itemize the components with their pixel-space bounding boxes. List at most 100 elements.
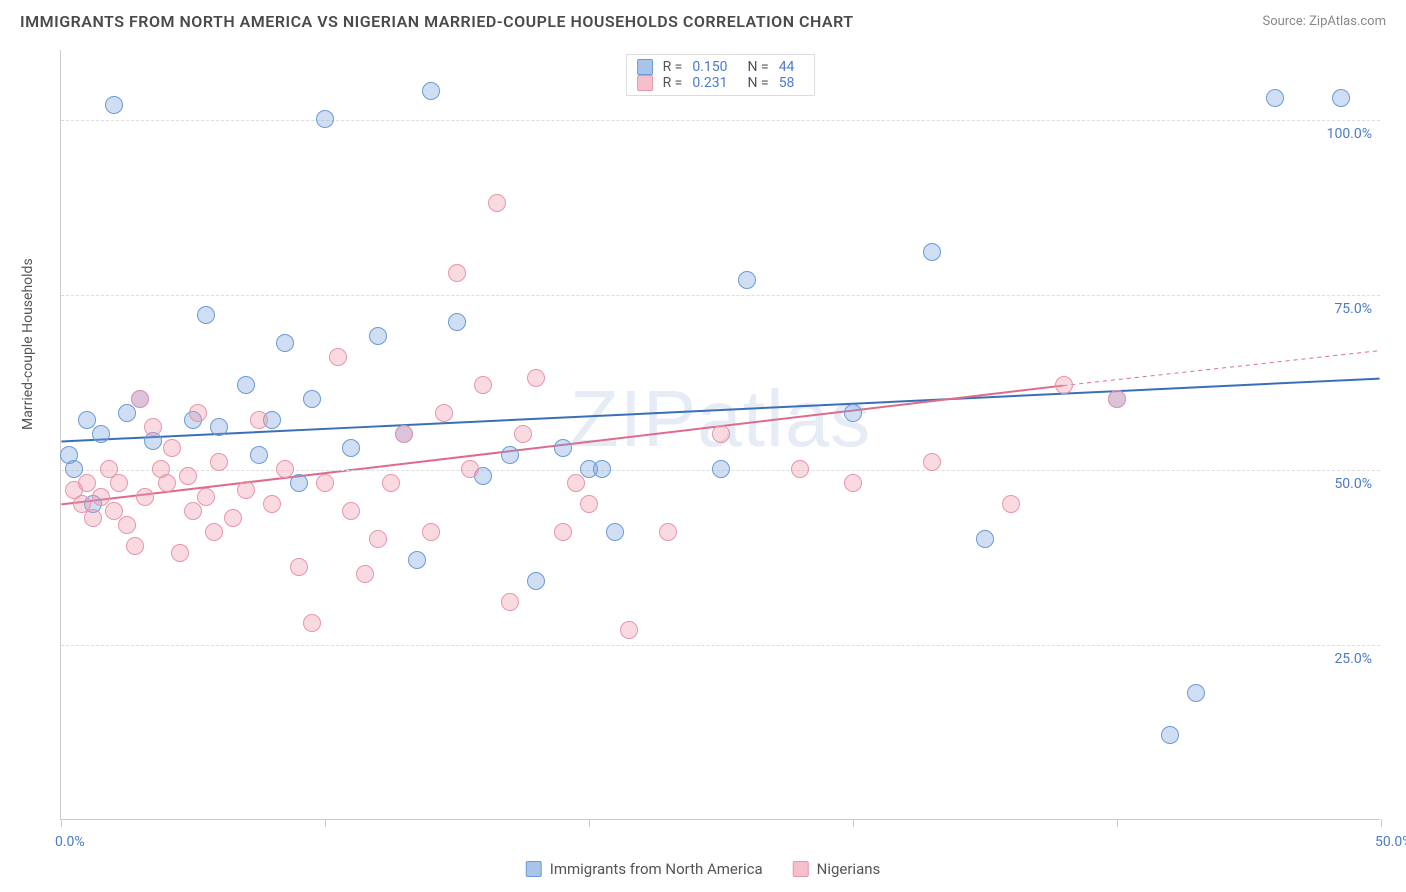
data-point — [1002, 495, 1020, 513]
data-point — [712, 425, 730, 443]
data-point — [210, 453, 228, 471]
data-point — [408, 551, 426, 569]
legend-row: R =0.150N =44 — [637, 59, 805, 75]
chart-title: IMMIGRANTS FROM NORTH AMERICA VS NIGERIA… — [20, 12, 854, 31]
data-point — [179, 467, 197, 485]
data-point — [84, 509, 102, 527]
data-point — [567, 474, 585, 492]
data-point — [395, 425, 413, 443]
gridline — [61, 645, 1380, 646]
data-point — [171, 544, 189, 562]
data-point — [316, 474, 334, 492]
stat-n-value: 58 — [779, 75, 795, 91]
data-point — [342, 439, 360, 457]
data-point — [342, 502, 360, 520]
data-point — [131, 390, 149, 408]
data-point — [527, 572, 545, 590]
data-point — [791, 460, 809, 478]
y-axis-label: Married-couple Households — [20, 258, 36, 430]
data-point — [369, 530, 387, 548]
legend-item: Immigrants from North America — [526, 860, 763, 878]
data-point — [136, 488, 154, 506]
data-point — [554, 523, 572, 541]
data-point — [501, 446, 519, 464]
data-point — [606, 523, 624, 541]
data-point — [1187, 684, 1205, 702]
data-point — [593, 460, 611, 478]
data-point — [303, 390, 321, 408]
x-tick — [1117, 819, 1118, 827]
scatter-chart: ZIPatlas R =0.150N =44R =0.231N =58 25.0… — [60, 50, 1380, 820]
data-point — [237, 376, 255, 394]
data-point — [329, 348, 347, 366]
y-tick-label: 75.0% — [1334, 301, 1372, 317]
swatch-icon — [637, 75, 653, 91]
data-point — [210, 418, 228, 436]
stat-n-value: 44 — [779, 59, 795, 75]
source-label: Source: ZipAtlas.com — [1262, 14, 1386, 29]
data-point — [316, 110, 334, 128]
data-point — [276, 460, 294, 478]
series-legend: Immigrants from North America Nigerians — [526, 860, 881, 878]
data-point — [290, 558, 308, 576]
watermark: ZIPatlas — [570, 373, 871, 465]
legend-item: Nigerians — [793, 860, 881, 878]
data-point — [712, 460, 730, 478]
data-point — [197, 306, 215, 324]
data-point — [263, 495, 281, 513]
data-point — [448, 313, 466, 331]
data-point — [382, 474, 400, 492]
data-point — [844, 404, 862, 422]
data-point — [1161, 726, 1179, 744]
correlation-legend: R =0.150N =44R =0.231N =58 — [626, 54, 816, 96]
data-point — [92, 425, 110, 443]
data-point — [237, 481, 255, 499]
x-tick-label: 0.0% — [55, 834, 85, 850]
data-point — [1055, 376, 1073, 394]
data-point — [118, 516, 136, 534]
legend-label: Nigerians — [817, 860, 881, 878]
x-tick — [325, 819, 326, 827]
data-point — [369, 327, 387, 345]
data-point — [488, 194, 506, 212]
data-point — [105, 96, 123, 114]
data-point — [290, 474, 308, 492]
data-point — [923, 453, 941, 471]
data-point — [580, 495, 598, 513]
data-point — [303, 614, 321, 632]
data-point — [448, 264, 466, 282]
data-point — [738, 271, 756, 289]
legend-label: Immigrants from North America — [550, 860, 763, 878]
data-point — [163, 439, 181, 457]
data-point — [189, 404, 207, 422]
stat-n-label: N = — [748, 75, 769, 91]
x-tick-label: 50.0% — [1375, 834, 1406, 850]
stat-r-label: R = — [663, 75, 683, 91]
data-point — [1332, 89, 1350, 107]
data-point — [620, 621, 638, 639]
swatch-icon — [793, 861, 809, 877]
y-tick-label: 100.0% — [1327, 126, 1372, 142]
stat-n-label: N = — [748, 59, 769, 75]
data-point — [659, 523, 677, 541]
y-tick-label: 25.0% — [1334, 651, 1372, 667]
data-point — [276, 334, 294, 352]
legend-row: R =0.231N =58 — [637, 75, 805, 91]
gridline — [61, 120, 1380, 121]
data-point — [844, 474, 862, 492]
y-tick-label: 50.0% — [1334, 476, 1372, 492]
data-point — [356, 565, 374, 583]
data-point — [110, 474, 128, 492]
data-point — [976, 530, 994, 548]
gridline — [61, 295, 1380, 296]
x-tick — [1381, 819, 1382, 827]
data-point — [923, 243, 941, 261]
x-tick — [589, 819, 590, 827]
data-point — [205, 523, 223, 541]
data-point — [474, 376, 492, 394]
data-point — [197, 488, 215, 506]
data-point — [158, 474, 176, 492]
data-point — [250, 411, 268, 429]
data-point — [514, 425, 532, 443]
data-point — [501, 593, 519, 611]
